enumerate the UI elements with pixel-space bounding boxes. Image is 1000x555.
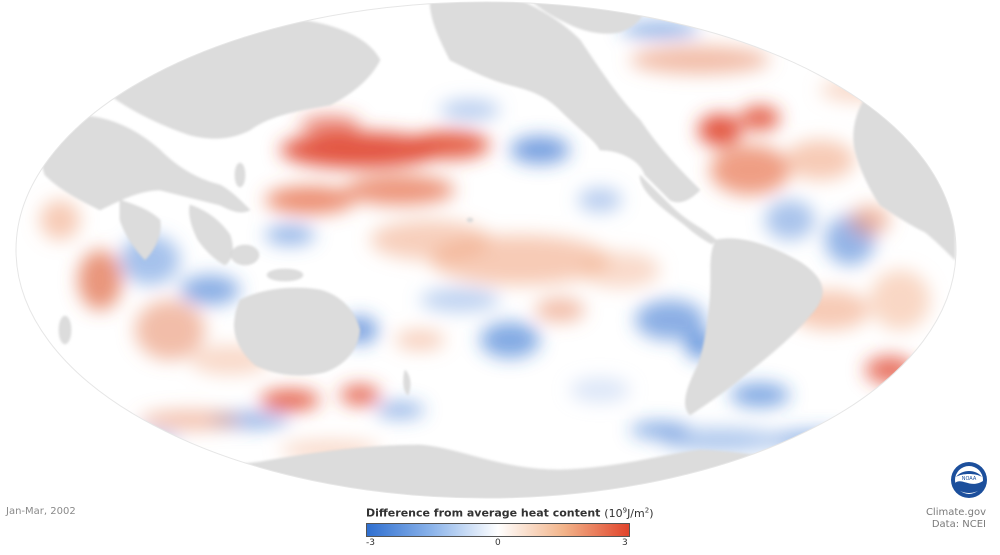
globe-outline [15, 1, 957, 499]
legend-unit-end: ) [649, 506, 654, 520]
noaa-logo-icon: NOAA [951, 462, 987, 498]
legend-tick-mid: 0 [495, 537, 501, 548]
madagascar [58, 315, 72, 345]
legend-ticks: -3 0 3 [366, 537, 630, 549]
credit-data-source: Data: NCEI [931, 519, 986, 530]
legend-unit-mid: J/m [627, 506, 645, 520]
borneo [230, 244, 260, 266]
central-america [639, 174, 717, 245]
noaa-logo-text: NOAA [962, 476, 977, 482]
north-america [429, 2, 701, 203]
southeast-asia [189, 204, 233, 266]
legend-color-bar [366, 522, 630, 537]
legend: Difference from average heat content (10… [366, 506, 654, 549]
australia [234, 287, 361, 376]
legend-tick-min: -3 [366, 537, 375, 548]
legend-tick-max: 3 [622, 537, 628, 548]
legend-unit-exp2: 2 [644, 506, 650, 514]
indian-subcontinent [119, 199, 161, 261]
date-label: Jan-Mar, 2002 [6, 506, 76, 517]
new-zealand [403, 369, 411, 396]
legend-title-text: Difference from average heat content [366, 506, 601, 520]
legend-unit-exp: 9 [622, 506, 628, 514]
legend-unit-base: (10 [604, 506, 623, 520]
hawaii [466, 217, 474, 223]
credit: Climate.gov Data: NCEI [926, 507, 986, 531]
legend-title: Difference from average heat content (10… [366, 506, 654, 520]
legend-unit: (109J/m2) [604, 506, 654, 520]
world-map [15, 1, 957, 499]
japan [234, 162, 246, 188]
south-america [685, 238, 823, 416]
eurasia-west [38, 115, 251, 213]
new-guinea [266, 268, 304, 282]
credit-site: Climate.gov [925, 507, 986, 518]
